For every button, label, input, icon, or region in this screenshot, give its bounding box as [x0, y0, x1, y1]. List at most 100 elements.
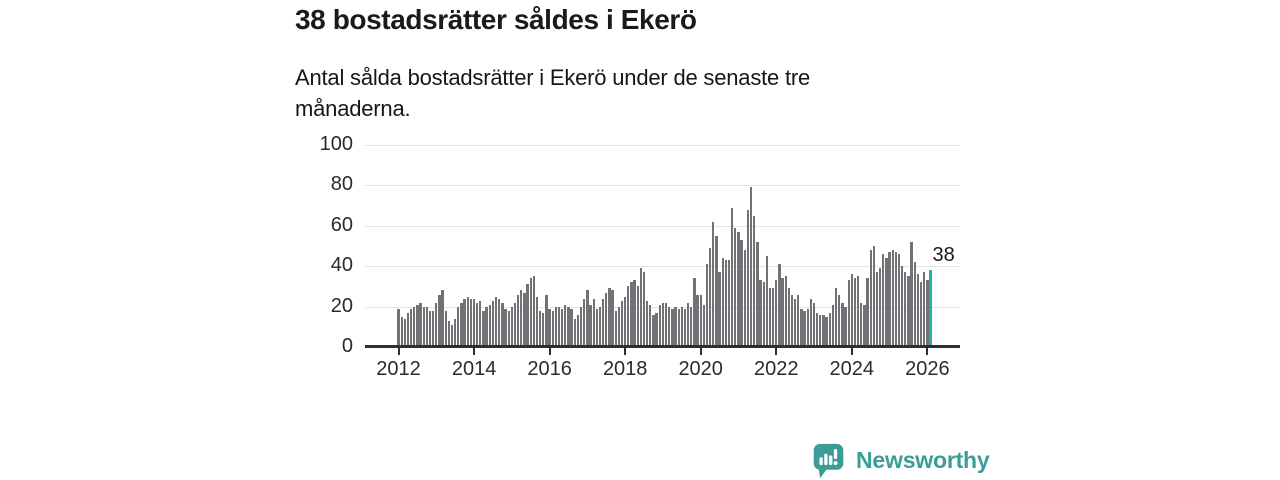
- bar: [397, 308, 400, 347]
- bar: [709, 248, 712, 347]
- bar: [636, 286, 639, 347]
- bar: [664, 302, 668, 347]
- bar: [838, 294, 841, 347]
- x-tick-2012: [397, 348, 400, 355]
- bar: [778, 264, 781, 347]
- bar: [501, 302, 504, 347]
- x-tick-2024: [850, 348, 853, 355]
- bar: [727, 260, 731, 347]
- bar: [463, 298, 466, 347]
- bar: [573, 318, 576, 347]
- y-tick-label-100: 100: [319, 133, 353, 155]
- x-tick-label-2020: 2020: [678, 358, 723, 380]
- bar: [674, 306, 677, 347]
- bar: [431, 310, 435, 347]
- y-tick-label-40: 40: [330, 254, 353, 277]
- bar: [507, 310, 510, 347]
- bar: [721, 258, 724, 347]
- bar: [542, 312, 545, 347]
- bar: [479, 300, 482, 347]
- bar: [494, 296, 498, 347]
- bar: [828, 312, 831, 347]
- bar: [926, 280, 929, 347]
- bar: [504, 308, 507, 347]
- bar: [812, 302, 816, 347]
- bar: [642, 272, 646, 347]
- bar: [457, 306, 460, 347]
- bar: [639, 268, 643, 347]
- bar: [450, 324, 454, 347]
- bar: [586, 290, 589, 347]
- x-tick-label-2012: 2012: [376, 358, 421, 380]
- bar: [403, 318, 406, 347]
- bar: [523, 292, 526, 347]
- y-tick-label-0: 0: [341, 335, 353, 357]
- bar: [850, 274, 853, 347]
- bar: [526, 284, 529, 347]
- bar: [923, 272, 926, 347]
- bar: [469, 298, 473, 347]
- bar: [416, 304, 419, 347]
- bar: [740, 239, 743, 347]
- bar: [702, 304, 705, 347]
- bar: [872, 246, 875, 347]
- bar: [888, 252, 891, 347]
- bar: [787, 288, 790, 347]
- bar: [598, 306, 602, 347]
- bar: [482, 310, 485, 347]
- bar: [554, 306, 558, 347]
- bar: [841, 302, 844, 347]
- bar: [614, 310, 617, 347]
- page-title: 38 bostadsrätter såldes i Ekerö: [295, 4, 697, 35]
- gridline-80: [365, 185, 960, 187]
- bar: [734, 227, 737, 347]
- bar: [743, 250, 746, 347]
- bar: [680, 306, 683, 347]
- bar: [749, 187, 753, 347]
- x-tick-2014: [473, 348, 476, 355]
- bar: [551, 310, 554, 347]
- bar: [901, 266, 904, 347]
- bar: [652, 314, 655, 347]
- bar: [476, 302, 479, 347]
- bar: [683, 308, 687, 347]
- bar: [753, 215, 756, 347]
- bar: [677, 308, 680, 347]
- bar: [633, 280, 636, 347]
- bar: [601, 298, 605, 347]
- bar: [690, 306, 693, 347]
- bar: [548, 308, 551, 347]
- bar: [866, 278, 869, 347]
- bar: [715, 235, 718, 347]
- bar: [822, 314, 825, 347]
- bar: [860, 302, 863, 347]
- x-tick-2026: [926, 348, 929, 355]
- bar: [400, 316, 403, 347]
- gridline-60: [365, 225, 960, 227]
- bar: [485, 306, 488, 347]
- bar: [693, 278, 696, 347]
- bar: [882, 254, 885, 347]
- bar: [816, 312, 819, 347]
- bar: [696, 294, 699, 347]
- bar: [819, 314, 822, 347]
- bar: [878, 268, 882, 347]
- gridline-40: [365, 266, 960, 268]
- x-tick-2020: [699, 348, 702, 355]
- bar: [686, 302, 690, 347]
- bar: [617, 306, 620, 347]
- bar-chart-plot: 0 20 40 60 80 100 2012 2014 2016 2018 2020 2022 202…: [320, 133, 960, 380]
- bar: [844, 306, 847, 347]
- bar: [592, 298, 595, 347]
- bar: [516, 294, 520, 347]
- bar: [561, 308, 564, 347]
- bar: [910, 242, 913, 347]
- bar: [529, 278, 532, 347]
- x-tick-2018: [624, 348, 627, 355]
- chart-subtitle: Antal sålda bostadsrätter i Ekerö under …: [295, 65, 811, 121]
- x-tick-2022: [775, 348, 778, 355]
- bar: [668, 306, 671, 347]
- bar: [800, 308, 803, 347]
- newsworthy-logo: Newsworthy: [810, 441, 990, 480]
- y-tick-label-20: 20: [330, 294, 353, 317]
